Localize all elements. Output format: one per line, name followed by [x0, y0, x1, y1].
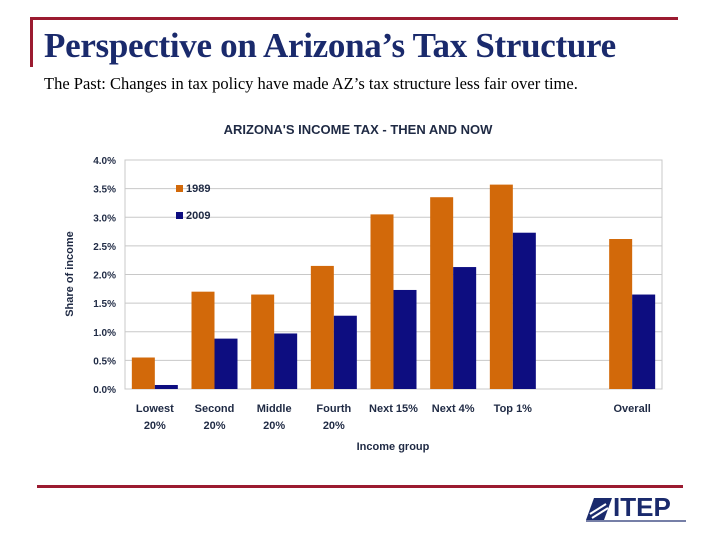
bar-2009 — [453, 267, 477, 389]
y-tick-label: 2.0% — [93, 271, 116, 282]
legend-swatch-2009 — [176, 212, 183, 219]
x-tick-label: Fourth — [316, 403, 351, 415]
legend-label-1989: 1989 — [186, 183, 210, 195]
x-tick-label: 20% — [263, 420, 285, 432]
x-tick-label: Lowest — [136, 403, 174, 415]
x-tick-label: Middle — [257, 403, 292, 415]
itep-logo-text: ITEP — [613, 492, 671, 522]
x-tick-label: 20% — [144, 420, 166, 432]
bar-1989 — [310, 265, 334, 389]
y-tick-label: 3.5% — [93, 185, 116, 196]
x-axis-label: Income group — [357, 441, 430, 453]
bar-1989 — [609, 239, 633, 389]
legend-label-2009: 2009 — [186, 210, 210, 222]
y-tick-label: 3.0% — [93, 213, 116, 224]
x-tick-label: 20% — [203, 420, 225, 432]
itep-logo-mark-icon — [586, 498, 612, 520]
x-tick-label: Next 15% — [369, 403, 418, 415]
slide-title: Perspective on Arizona’s Tax Structure — [44, 26, 616, 65]
x-tick-label: Overall — [614, 403, 651, 415]
bar-2009 — [214, 338, 238, 389]
bar-1989 — [191, 291, 215, 389]
bar-2009 — [393, 289, 417, 389]
footer-divider — [37, 485, 683, 488]
legend: 1989 2009 — [176, 183, 210, 222]
bar-1989 — [131, 357, 155, 389]
title-frame-left — [30, 17, 33, 67]
y-tick-label: 1.0% — [93, 328, 116, 339]
y-tick-label: 0.5% — [93, 356, 116, 367]
bar-2009 — [154, 384, 178, 389]
tick-labels: 0.0% 0.5% 1.0% 1.5% 2.0% 2.5% 3.0% 3.5% 4.0% Lowe… — [93, 156, 651, 432]
bar-1989 — [251, 294, 275, 389]
y-tick-label: 1.5% — [93, 299, 116, 310]
y-tick-label: 2.5% — [93, 242, 116, 253]
slide-subtitle: The Past: Changes in tax policy have mad… — [44, 74, 578, 93]
itep-logo: ITEP — [586, 492, 686, 526]
x-tick-label: Second — [195, 403, 235, 415]
y-tick-label: 0.0% — [93, 385, 116, 396]
y-axis-label: Share of income — [64, 231, 76, 317]
itep-logo-underline — [586, 520, 686, 522]
bar-1989 — [370, 214, 394, 389]
x-tick-label: Top 1% — [494, 403, 533, 415]
bar-2009 — [274, 333, 298, 389]
bar-1989 — [430, 197, 454, 389]
legend-swatch-1989 — [176, 185, 183, 192]
x-tick-label: Next 4% — [432, 403, 475, 415]
bars — [131, 184, 656, 389]
bar-1989 — [489, 184, 513, 389]
chart-title: ARIZONA'S INCOME TAX - THEN AND NOW — [224, 122, 494, 137]
y-tick-label: 4.0% — [93, 156, 116, 167]
bar-2009 — [632, 294, 656, 389]
x-tick-label: 20% — [323, 420, 345, 432]
income-tax-chart: ARIZONA'S INCOME TAX - THEN AND NOW Shar… — [64, 122, 663, 453]
bar-2009 — [512, 232, 536, 389]
bar-2009 — [333, 315, 357, 389]
title-frame-top — [30, 17, 678, 20]
